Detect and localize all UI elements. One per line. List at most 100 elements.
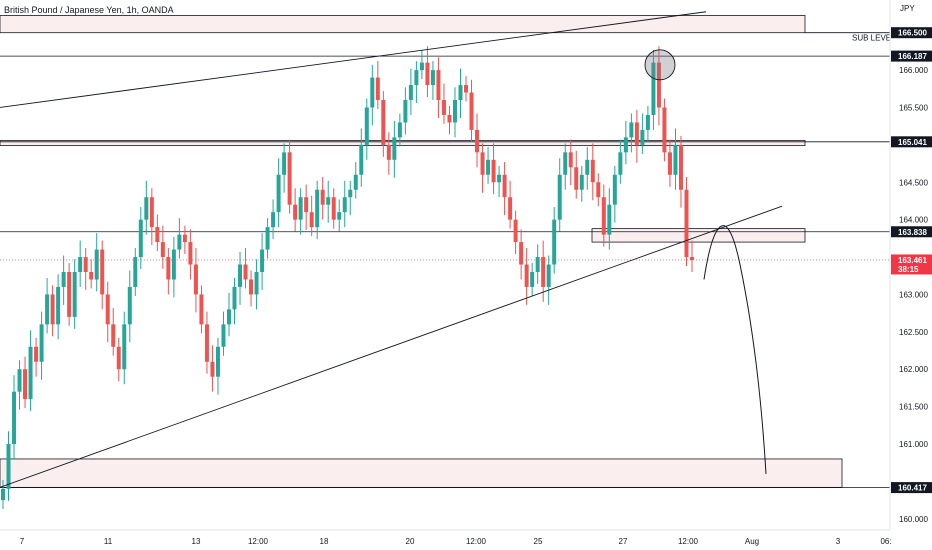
candle-body	[403, 100, 408, 123]
x-tick-label: 12:00	[248, 537, 269, 546]
candle-body	[331, 197, 336, 220]
candle-body	[480, 152, 485, 175]
candle-body	[436, 70, 441, 100]
candle-body	[287, 152, 292, 205]
x-tick-label: 7	[20, 537, 25, 546]
price-tag	[891, 27, 932, 39]
candle-body	[447, 114, 452, 123]
candle-body	[28, 346, 33, 400]
projection-arrow-curve	[703, 225, 767, 474]
candle-body	[116, 346, 121, 370]
currency-label: JPY	[900, 4, 915, 13]
zone-layer: SUB LEVEL	[0, 15, 896, 488]
y-tick-label: 164.000	[899, 216, 928, 225]
candle-body	[491, 159, 496, 183]
candle-body	[83, 257, 88, 272]
candle-body	[210, 361, 215, 377]
candle-body	[271, 212, 276, 228]
candle-body	[508, 197, 513, 220]
x-tick-label: 06:	[880, 537, 891, 546]
x-tick-label: Aug	[745, 537, 759, 546]
candle-body	[579, 174, 584, 190]
candle-body	[464, 85, 469, 93]
candle-body	[662, 107, 667, 153]
drawing-layer	[0, 11, 783, 488]
candle-body	[166, 257, 171, 280]
candle-body	[320, 189, 325, 205]
x-tick-label: 27	[619, 537, 628, 546]
candle-body	[89, 272, 94, 280]
candle-body	[293, 204, 298, 220]
candle-body	[502, 174, 507, 198]
supply-demand-zone	[0, 15, 806, 34]
candle-body	[276, 174, 281, 213]
candle-body	[359, 144, 364, 175]
candle-body	[111, 324, 116, 347]
price-tag-label: 160.417	[898, 484, 927, 493]
candle-body	[105, 294, 110, 325]
candle-body	[215, 346, 220, 377]
candle-body	[645, 114, 650, 130]
candle-body	[1, 488, 5, 501]
x-tick-label: 18	[320, 537, 329, 546]
candle-body	[618, 152, 623, 175]
candle-body	[684, 189, 689, 258]
candle-body	[519, 242, 524, 265]
candle-body	[414, 70, 419, 86]
countdown-label: 38:15	[898, 265, 919, 274]
candle-body	[34, 346, 39, 362]
y-tick-label: 166.000	[899, 66, 928, 75]
x-tick-label: 20	[406, 537, 415, 546]
candle-body	[67, 272, 72, 317]
price-tag	[891, 50, 932, 62]
candle-body	[221, 324, 226, 347]
candle-body	[640, 129, 645, 145]
candle-body	[94, 249, 99, 280]
candle-body	[667, 152, 672, 175]
candle-body	[557, 174, 562, 220]
candle-body	[634, 122, 639, 145]
candle-body	[452, 100, 457, 123]
candle-body	[304, 197, 309, 213]
candle-body	[530, 272, 535, 287]
price-tag	[891, 254, 932, 275]
y-tick-label: 160.000	[899, 515, 928, 524]
candle-body	[678, 144, 683, 190]
x-tick-label: 12:00	[466, 537, 487, 546]
candle-body	[199, 294, 204, 325]
candle-body	[342, 197, 347, 213]
x-tick-label: 3	[836, 537, 841, 546]
candle-body	[232, 286, 237, 310]
price-axis-bg	[890, 0, 932, 550]
candle-body	[17, 369, 22, 392]
price-tag-label: 166.500	[898, 29, 927, 38]
candle-body	[370, 77, 375, 108]
candle-body	[469, 92, 474, 130]
candle-body	[392, 137, 397, 160]
y-tick-label: 161.000	[899, 440, 928, 449]
time-axis: 7 11 13 12:00 18 20 12:00 25 27 12:00 Aug 3 06:	[0, 529, 892, 546]
price-tag	[891, 136, 932, 148]
y-tick-label: 162.500	[899, 328, 928, 337]
candle-body	[204, 324, 209, 362]
candle-body	[133, 257, 138, 287]
candle-body	[45, 294, 50, 325]
candle-body	[144, 197, 149, 220]
candle-body	[326, 197, 331, 205]
candle-body	[155, 227, 160, 243]
candle-body	[419, 62, 424, 71]
y-tick-label: 164.500	[899, 178, 928, 187]
price-tag-label: 165.041	[898, 138, 927, 147]
x-tick-label: 13	[192, 537, 201, 546]
price-tag-label: 166.187	[898, 52, 927, 61]
price-axis: JPY160.000160.500161.000161.500162.00016…	[889, 0, 932, 550]
supply-demand-zone	[0, 458, 843, 488]
candle-body	[238, 264, 243, 287]
candle-body	[607, 204, 612, 235]
candle-body	[458, 85, 463, 100]
candle-body	[12, 391, 17, 444]
candle-body	[690, 257, 694, 261]
highlight-circle	[644, 49, 676, 81]
candle-body	[524, 264, 529, 287]
